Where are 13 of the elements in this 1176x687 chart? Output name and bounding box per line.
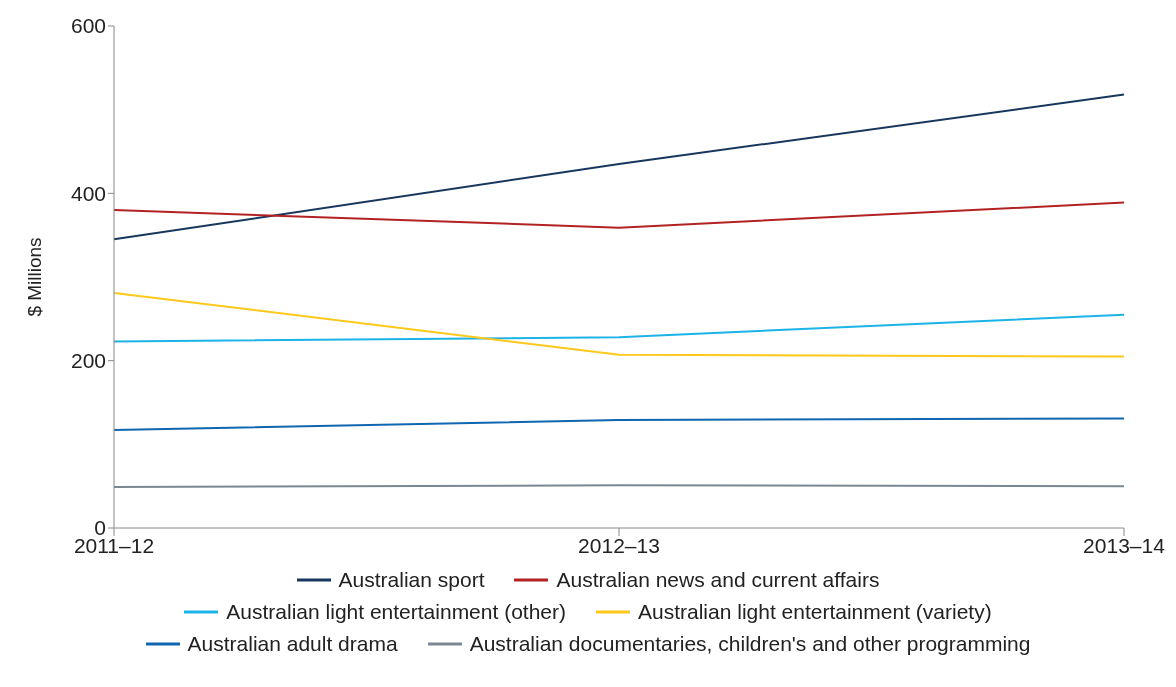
y-axis-title: $ Millions — [23, 237, 45, 317]
legend-label: Australian adult drama — [187, 632, 398, 656]
legend-label: Australian documentaries, children's and other programming — [469, 632, 1031, 656]
x-tick-label: 2012–13 — [578, 533, 660, 557]
y-tick-label: 600 — [70, 14, 106, 38]
legend-label: Australian news and current affairs — [556, 568, 880, 592]
y-tick-label: 400 — [70, 181, 106, 205]
legend-label: Australian light entertainment (other) — [226, 600, 566, 624]
legend-label: Australian sport — [338, 568, 485, 592]
x-tick-label: 2013–14 — [1083, 533, 1166, 557]
y-tick-label: 0 — [94, 516, 106, 540]
y-tick-label: 200 — [70, 349, 106, 373]
legend-label: Australian light entertainment (variety) — [638, 600, 992, 624]
